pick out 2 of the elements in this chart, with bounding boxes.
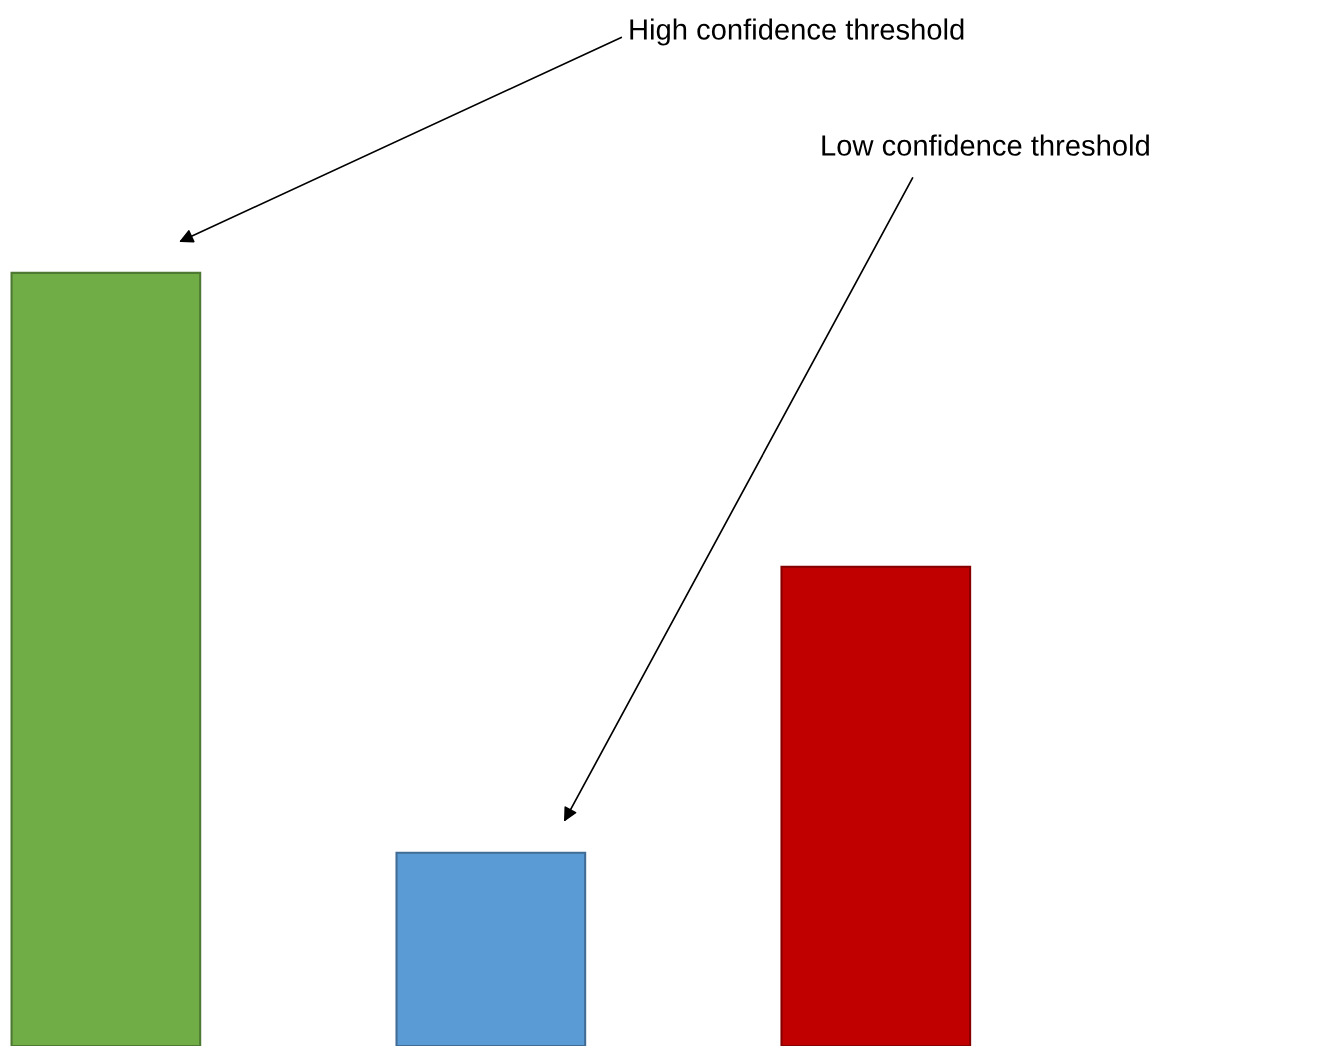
text: Low confidence threshold	[822, 134, 1149, 156]
text: High confidence threshold	[630, 18, 964, 46]
